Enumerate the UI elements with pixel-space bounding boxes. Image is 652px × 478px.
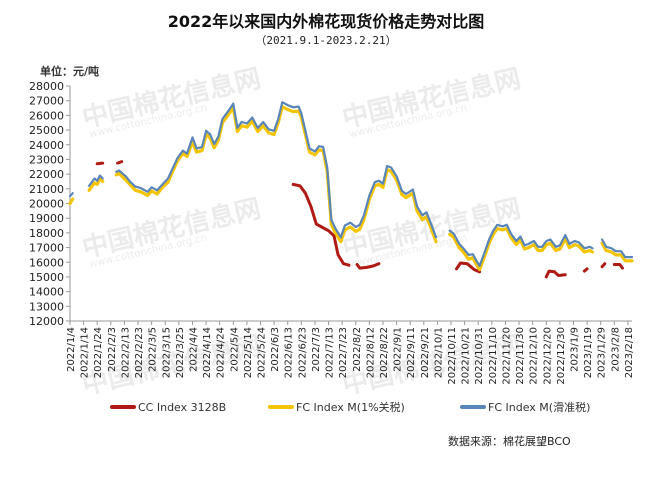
x-tick-label: 2022/1/4 bbox=[66, 327, 77, 372]
series-line-fc-index-sliding bbox=[115, 101, 438, 239]
series-line-cc-index bbox=[582, 267, 589, 273]
x-tick-label: 2023/1/29 bbox=[597, 327, 608, 378]
x-tick-label: 2022/1/14 bbox=[80, 327, 91, 378]
series-line-cc-index bbox=[355, 262, 381, 270]
x-tick-label: 2022/2/23 bbox=[134, 327, 145, 378]
x-tick-label: 2022/6/23 bbox=[297, 327, 308, 378]
series-line-cc-index bbox=[600, 262, 607, 269]
y-tick-label: 15000 bbox=[29, 271, 64, 284]
y-tick-label: 27000 bbox=[29, 95, 64, 108]
series-line-fc-index-sliding bbox=[68, 192, 74, 198]
x-tick-label: 2022/9/11 bbox=[406, 327, 417, 378]
y-tick-label: 19000 bbox=[29, 212, 64, 225]
chart-subtitle: （2021.9.1-2023.2.21） bbox=[255, 34, 397, 47]
x-tick-label: 2022/9/21 bbox=[420, 327, 431, 378]
x-tick-label: 2022/10/21 bbox=[461, 327, 472, 385]
x-tick-label: 2023/2/8 bbox=[610, 327, 621, 372]
x-tick-label: 2022/5/24 bbox=[257, 327, 268, 378]
y-tick-label: 20000 bbox=[29, 198, 64, 211]
x-tick-label: 2022/5/4 bbox=[229, 327, 240, 372]
series-line-cc-index bbox=[116, 160, 124, 165]
x-tick-label: 2022/5/14 bbox=[243, 327, 254, 378]
series-line-fc-index-1pct bbox=[600, 241, 634, 263]
x-tick-label: 2022/4/14 bbox=[202, 327, 213, 378]
x-tick-label: 2023/1/9 bbox=[569, 327, 580, 372]
series-line-fc-index-sliding bbox=[87, 174, 104, 187]
x-tick-label: 2022/8/2 bbox=[352, 327, 363, 372]
x-tick-label: 2022/2/13 bbox=[120, 327, 131, 378]
legend-swatch-fc-index-1pct bbox=[268, 405, 294, 409]
y-tick-label: 17000 bbox=[29, 242, 64, 255]
x-tick-label: 2022/6/3 bbox=[270, 327, 281, 372]
y-axis-unit-label: 单位：元/吨 bbox=[40, 65, 100, 78]
y-tick-label: 23000 bbox=[29, 153, 64, 166]
series-line-fc-index-1pct bbox=[87, 176, 105, 192]
y-tick-label: 18000 bbox=[29, 227, 64, 240]
x-tick-label: 2022/7/3 bbox=[311, 327, 322, 372]
x-tick-label: 2022/7/23 bbox=[338, 327, 349, 378]
legend-item-fc-index-sliding: FC Index M(滑准税) bbox=[460, 399, 590, 415]
y-tick-label: 13000 bbox=[29, 300, 64, 313]
series-line-cc-index bbox=[95, 161, 105, 166]
series-line-fc-index-1pct bbox=[448, 226, 595, 272]
legend-swatch-fc-index-sliding bbox=[460, 405, 486, 409]
x-tick-label: 2022/8/22 bbox=[379, 327, 390, 378]
x-tick-label: 2022/10/11 bbox=[447, 327, 458, 385]
x-tick-label: 2022/12/10 bbox=[529, 327, 540, 385]
x-tick-label: 2022/4/4 bbox=[188, 327, 199, 372]
y-tick-label: 25000 bbox=[29, 124, 64, 137]
x-tick-label: 2022/10/1 bbox=[433, 327, 444, 378]
chart-title: 2022年以来国内外棉花现货价格走势对比图 bbox=[167, 12, 485, 31]
x-tick-label: 2022/8/12 bbox=[365, 327, 376, 378]
x-tick-label: 2022/3/15 bbox=[161, 327, 172, 378]
series-line-fc-index-sliding bbox=[600, 238, 634, 259]
x-tick-label: 2023/2/18 bbox=[624, 327, 635, 378]
x-tick-label: 2022/2/3 bbox=[107, 327, 118, 372]
x-tick-label: 2022/12/30 bbox=[556, 327, 567, 385]
x-tick-label: 2022/11/20 bbox=[501, 327, 512, 385]
series-line-cc-index bbox=[455, 261, 482, 274]
legend-item-cc-index: CC Index 3128B bbox=[110, 399, 226, 415]
x-tick-label: 2022/12/20 bbox=[542, 327, 553, 385]
x-tick-label: 2022/1/24 bbox=[93, 327, 104, 378]
x-tick-label: 2022/11/10 bbox=[488, 327, 499, 385]
y-tick-label: 24000 bbox=[29, 139, 64, 152]
series-line-cc-index bbox=[612, 263, 624, 270]
y-tick-label: 16000 bbox=[29, 256, 64, 269]
x-tick-label: 2023/1/19 bbox=[583, 327, 594, 378]
legend-swatch-cc-index bbox=[110, 405, 136, 409]
series-line-fc-index-1pct bbox=[68, 197, 75, 206]
x-tick-label: 2022/3/25 bbox=[175, 327, 186, 378]
y-tick-label: 12000 bbox=[29, 315, 64, 328]
legend-label-fc-index-sliding: FC Index M(滑准税) bbox=[488, 401, 591, 414]
y-tick-label: 22000 bbox=[29, 168, 64, 181]
series-line-cc-index bbox=[544, 269, 567, 279]
x-tick-label: 2022/9/1 bbox=[393, 327, 404, 372]
legend-label-fc-index-1pct: FC Index M(1%关税) bbox=[296, 401, 405, 414]
series-line-cc-index bbox=[291, 182, 351, 267]
x-tick-label: 2022/3/5 bbox=[148, 327, 159, 372]
series-line-fc-index-sliding bbox=[448, 223, 594, 267]
y-tick-label: 21000 bbox=[29, 183, 64, 196]
x-tick-label: 2022/4/24 bbox=[216, 327, 227, 378]
x-tick-label: 2022/11/30 bbox=[515, 327, 526, 385]
y-tick-label: 26000 bbox=[29, 109, 64, 122]
legend-label-cc-index: CC Index 3128B bbox=[138, 400, 227, 414]
x-tick-label: 2022/10/31 bbox=[474, 327, 485, 385]
x-tick-label: 2022/7/13 bbox=[325, 327, 336, 378]
data-source-note: 数据来源：棉花展望BCO bbox=[448, 435, 571, 448]
x-tick-label: 2022/6/13 bbox=[284, 327, 295, 378]
y-tick-label: 28000 bbox=[29, 80, 64, 93]
y-tick-label: 14000 bbox=[29, 286, 64, 299]
legend-item-fc-index-1pct: FC Index M(1%关税) bbox=[268, 399, 405, 415]
